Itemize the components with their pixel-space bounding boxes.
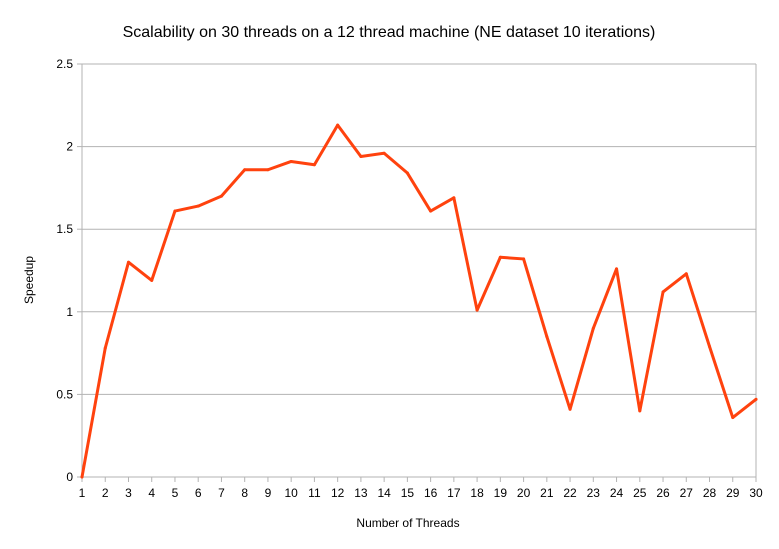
x-axis-title: Number of Threads bbox=[356, 516, 459, 530]
x-tick-label: 8 bbox=[241, 486, 248, 500]
grid-lines bbox=[82, 63, 756, 478]
axes bbox=[77, 63, 757, 482]
x-tick-label: 19 bbox=[494, 486, 508, 500]
x-tick-label: 16 bbox=[424, 486, 438, 500]
data-point bbox=[522, 257, 526, 261]
x-tick-label: 26 bbox=[656, 486, 670, 500]
data-point bbox=[708, 344, 712, 348]
x-tick-label: 15 bbox=[401, 486, 415, 500]
x-tick-label: 28 bbox=[703, 486, 717, 500]
y-tick-label: 2 bbox=[66, 140, 73, 154]
data-point bbox=[475, 308, 479, 312]
data-point bbox=[568, 407, 572, 411]
x-tick-labels: 1 2 3 4 5 6 7 8 9 10 11 12 13 14 15 16 17 18 19 20 21 22 23 24 2… bbox=[79, 486, 763, 500]
x-tick-label: 30 bbox=[749, 486, 763, 500]
x-tick-label: 5 bbox=[172, 486, 179, 500]
data-point bbox=[429, 209, 433, 213]
data-point bbox=[150, 278, 154, 282]
data-point bbox=[591, 326, 595, 330]
y-tick-label: 2.5 bbox=[56, 57, 73, 71]
data-point bbox=[382, 151, 386, 155]
data-point bbox=[498, 255, 502, 259]
x-tick-label: 23 bbox=[587, 486, 601, 500]
data-point bbox=[103, 346, 107, 350]
x-tick-label: 20 bbox=[517, 486, 531, 500]
x-tick-label: 14 bbox=[377, 486, 391, 500]
y-tick-label: 0.5 bbox=[56, 387, 73, 401]
data-point bbox=[126, 260, 130, 264]
x-tick-label: 29 bbox=[726, 486, 740, 500]
x-tick-label: 10 bbox=[284, 486, 298, 500]
data-point bbox=[731, 416, 735, 420]
x-tick-label: 13 bbox=[354, 486, 368, 500]
data-point bbox=[80, 475, 84, 479]
y-tick-label: 0 bbox=[66, 470, 73, 484]
data-point bbox=[615, 267, 619, 271]
data-point bbox=[289, 159, 293, 163]
x-tick-label: 2 bbox=[102, 486, 109, 500]
x-tick-label: 6 bbox=[195, 486, 202, 500]
data-point bbox=[545, 335, 549, 339]
y-tick-label: 1.5 bbox=[56, 222, 73, 236]
x-tick-label: 27 bbox=[680, 486, 694, 500]
series-layer bbox=[80, 123, 758, 479]
data-point bbox=[336, 123, 340, 127]
data-point bbox=[173, 209, 177, 213]
data-point bbox=[312, 163, 316, 167]
speedup-line bbox=[80, 123, 758, 479]
x-tick-label: 11 bbox=[308, 486, 321, 500]
data-point bbox=[196, 204, 200, 208]
x-tick-label: 22 bbox=[563, 486, 577, 500]
x-tick-label: 25 bbox=[633, 486, 647, 500]
x-tick-label: 12 bbox=[331, 486, 345, 500]
y-axis-title: Speedup bbox=[22, 256, 36, 304]
data-point bbox=[638, 409, 642, 413]
data-point bbox=[266, 168, 270, 172]
data-point bbox=[219, 194, 223, 198]
y-tick-labels: 0 0.5 1 1.5 2 2.5 bbox=[56, 57, 73, 484]
x-tick-label: 18 bbox=[470, 486, 484, 500]
x-tick-label: 21 bbox=[540, 486, 554, 500]
data-point bbox=[359, 155, 363, 159]
x-tick-label: 3 bbox=[125, 486, 132, 500]
data-point bbox=[684, 272, 688, 276]
data-point bbox=[754, 397, 758, 401]
y-tick-label: 1 bbox=[66, 305, 73, 319]
x-tick-label: 9 bbox=[265, 486, 272, 500]
x-tick-label: 4 bbox=[148, 486, 155, 500]
x-tick-label: 17 bbox=[447, 486, 461, 500]
x-tick-label: 7 bbox=[218, 486, 225, 500]
data-point bbox=[452, 196, 456, 200]
chart-title: Scalability on 30 threads on a 12 thread… bbox=[123, 24, 656, 41]
x-tick-label: 1 bbox=[79, 486, 86, 500]
data-point bbox=[661, 290, 665, 294]
data-point bbox=[405, 171, 409, 175]
data-point bbox=[243, 168, 247, 172]
x-tick-label: 24 bbox=[610, 486, 624, 500]
